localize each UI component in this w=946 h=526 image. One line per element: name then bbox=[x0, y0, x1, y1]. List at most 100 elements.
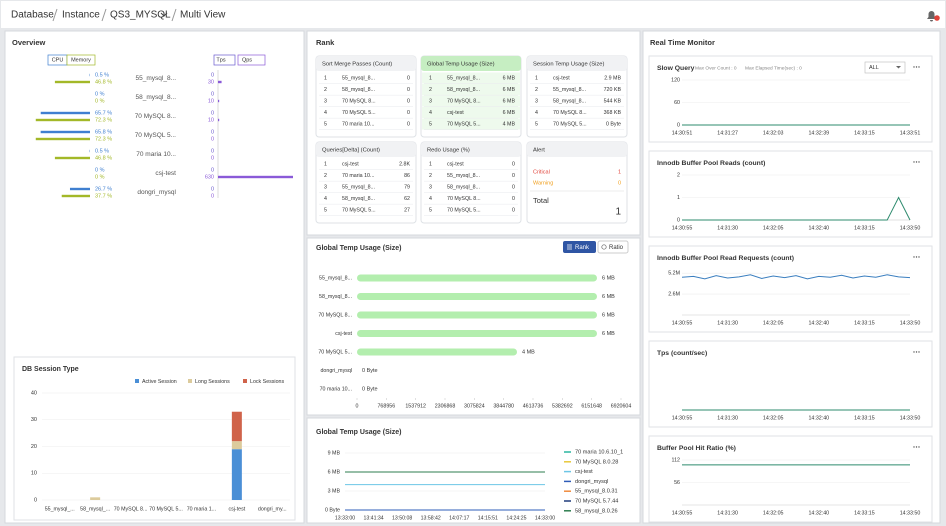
memory-bar bbox=[35, 137, 90, 141]
rank-value: 0 bbox=[512, 161, 515, 167]
legend-label[interactable]: dongri_mysql bbox=[575, 479, 608, 485]
card-note: Max Over Count : 0 bbox=[695, 65, 737, 71]
card-title: Tps (count/sec) bbox=[657, 350, 707, 357]
y-tick-label: 2.6M bbox=[668, 292, 680, 298]
y-tick-label: 10 bbox=[31, 471, 37, 477]
x-tick-label: 58_mysql_... bbox=[80, 506, 110, 512]
filter-select[interactable] bbox=[864, 61, 906, 74]
tps-label: 0 bbox=[211, 148, 214, 154]
x-tick-label: 6920604 bbox=[611, 403, 632, 409]
rank-card-header bbox=[421, 142, 521, 157]
rank-value: 0 bbox=[407, 98, 410, 104]
rank-name: 55_mysql_8... bbox=[553, 87, 586, 93]
menu-dot[interactable] bbox=[918, 446, 920, 448]
x-tick-label: 13:41:34 bbox=[363, 515, 383, 521]
x-tick-label: 13:50:08 bbox=[392, 515, 412, 521]
rank-value: 0 bbox=[407, 75, 410, 81]
menu-dot[interactable] bbox=[918, 66, 920, 68]
x-tick-label: 2306868 bbox=[435, 403, 456, 409]
notification-badge bbox=[934, 15, 940, 21]
menu-dot[interactable] bbox=[913, 351, 915, 353]
x-tick-label: 14:33:15 bbox=[854, 415, 875, 421]
legend-box[interactable] bbox=[213, 54, 236, 66]
rank-index: 3 bbox=[324, 184, 327, 190]
x-tick-label: 14:32:05 bbox=[763, 415, 784, 421]
breadcrumb-item[interactable]: Database bbox=[11, 10, 54, 21]
dropdown-chevron[interactable] bbox=[160, 12, 168, 17]
y-tick-label: 3 MB bbox=[328, 488, 341, 494]
card-title: Innodb Buffer Pool Read Requests (count) bbox=[657, 255, 794, 262]
menu-dot[interactable] bbox=[913, 256, 915, 258]
x-tick-label: 4613736 bbox=[523, 403, 544, 409]
rank-index: 5 bbox=[429, 121, 432, 127]
legend-box[interactable] bbox=[66, 54, 96, 66]
line-series bbox=[681, 274, 911, 280]
bar bbox=[357, 330, 597, 337]
menu-dot[interactable] bbox=[915, 446, 918, 448]
qps-label: 630 bbox=[205, 174, 214, 180]
rank-value: 720 KB bbox=[604, 87, 622, 93]
panel-title: Global Temp Usage (Size) bbox=[316, 429, 401, 436]
memory-label: 0 % bbox=[95, 98, 105, 104]
rank-index: 4 bbox=[535, 110, 538, 116]
rank-index: 4 bbox=[429, 196, 432, 202]
legend-label[interactable]: 58_mysql_8.0.26 bbox=[575, 508, 618, 514]
legend-label[interactable]: Long Sessions bbox=[195, 379, 230, 385]
ratio-button[interactable] bbox=[597, 240, 629, 254]
y-tick-label: 120 bbox=[671, 77, 680, 83]
menu-dot[interactable] bbox=[918, 351, 920, 353]
x-tick-label: 0 bbox=[356, 403, 359, 409]
value-label: 6 MB bbox=[602, 275, 615, 281]
memory-label: 72.3 % bbox=[95, 136, 112, 142]
rank-card-header bbox=[527, 56, 627, 71]
instance-name: dongri_mysql bbox=[137, 189, 176, 196]
legend-label[interactable]: 55_mysql_8.0.31 bbox=[575, 489, 618, 495]
breadcrumb-item[interactable]: QS3_MYSQL bbox=[110, 10, 171, 21]
menu-dot[interactable] bbox=[913, 446, 915, 448]
legend-label[interactable]: Lock Sessions bbox=[250, 379, 285, 385]
memory-bar bbox=[35, 118, 90, 122]
qps-bar bbox=[218, 99, 220, 103]
legend-label[interactable]: 70 maria 10.6.10_1 bbox=[575, 449, 623, 455]
rank-name: 55_mysql_8... bbox=[342, 184, 375, 190]
rank-name: 70 maria 10... bbox=[342, 121, 374, 127]
rank-button[interactable] bbox=[563, 241, 596, 253]
memory-label: 37.7 % bbox=[95, 193, 112, 199]
rank-card-title: Sort Merge Passes (Count) bbox=[322, 62, 392, 68]
y-tick-label: 40 bbox=[31, 390, 37, 396]
legend-label[interactable]: 70 MySQL 8.0.28 bbox=[575, 459, 618, 465]
value-label: 6 MB bbox=[602, 331, 615, 337]
menu-dot[interactable] bbox=[918, 161, 920, 163]
menu-dot[interactable] bbox=[913, 161, 915, 163]
y-category-label: 58_mysql_8... bbox=[319, 294, 352, 300]
menu-dot[interactable] bbox=[915, 256, 918, 258]
y-tick-label: 1 bbox=[677, 195, 680, 201]
legend-label[interactable]: Active Session bbox=[142, 379, 177, 385]
x-tick-label: 14:31:30 bbox=[717, 415, 738, 421]
monitor-card bbox=[648, 340, 933, 428]
x-tick-label: 5382692 bbox=[552, 403, 573, 409]
memory-label: 46.8 % bbox=[95, 79, 112, 85]
bar-segment bbox=[90, 497, 101, 500]
x-tick-label: 14:30:55 bbox=[672, 225, 693, 231]
qps-label: 10 bbox=[208, 117, 214, 123]
legend-label[interactable]: csj-test bbox=[575, 469, 593, 475]
legend-swatch bbox=[188, 379, 192, 383]
bell-icon[interactable] bbox=[927, 11, 936, 22]
value-label: 6 MB bbox=[602, 312, 615, 318]
y-tick-label: 112 bbox=[672, 457, 680, 463]
legend-swatch bbox=[243, 379, 247, 383]
rank-name: csj-test bbox=[342, 161, 359, 167]
menu-dot[interactable] bbox=[915, 66, 918, 68]
temp-bar-panel bbox=[306, 237, 641, 416]
x-tick-label: 14:31:30 bbox=[717, 320, 738, 326]
legend-label[interactable]: 70 MySQL 5.7.44 bbox=[575, 498, 618, 504]
rank-card-header bbox=[421, 56, 521, 71]
menu-dot[interactable] bbox=[915, 351, 918, 353]
menu-dot[interactable] bbox=[913, 66, 915, 68]
rank-index: 1 bbox=[535, 75, 538, 81]
breadcrumb-item[interactable]: Instance bbox=[62, 10, 100, 21]
menu-dot[interactable] bbox=[915, 161, 918, 163]
menu-dot[interactable] bbox=[918, 256, 920, 258]
legend-box[interactable] bbox=[237, 54, 266, 66]
